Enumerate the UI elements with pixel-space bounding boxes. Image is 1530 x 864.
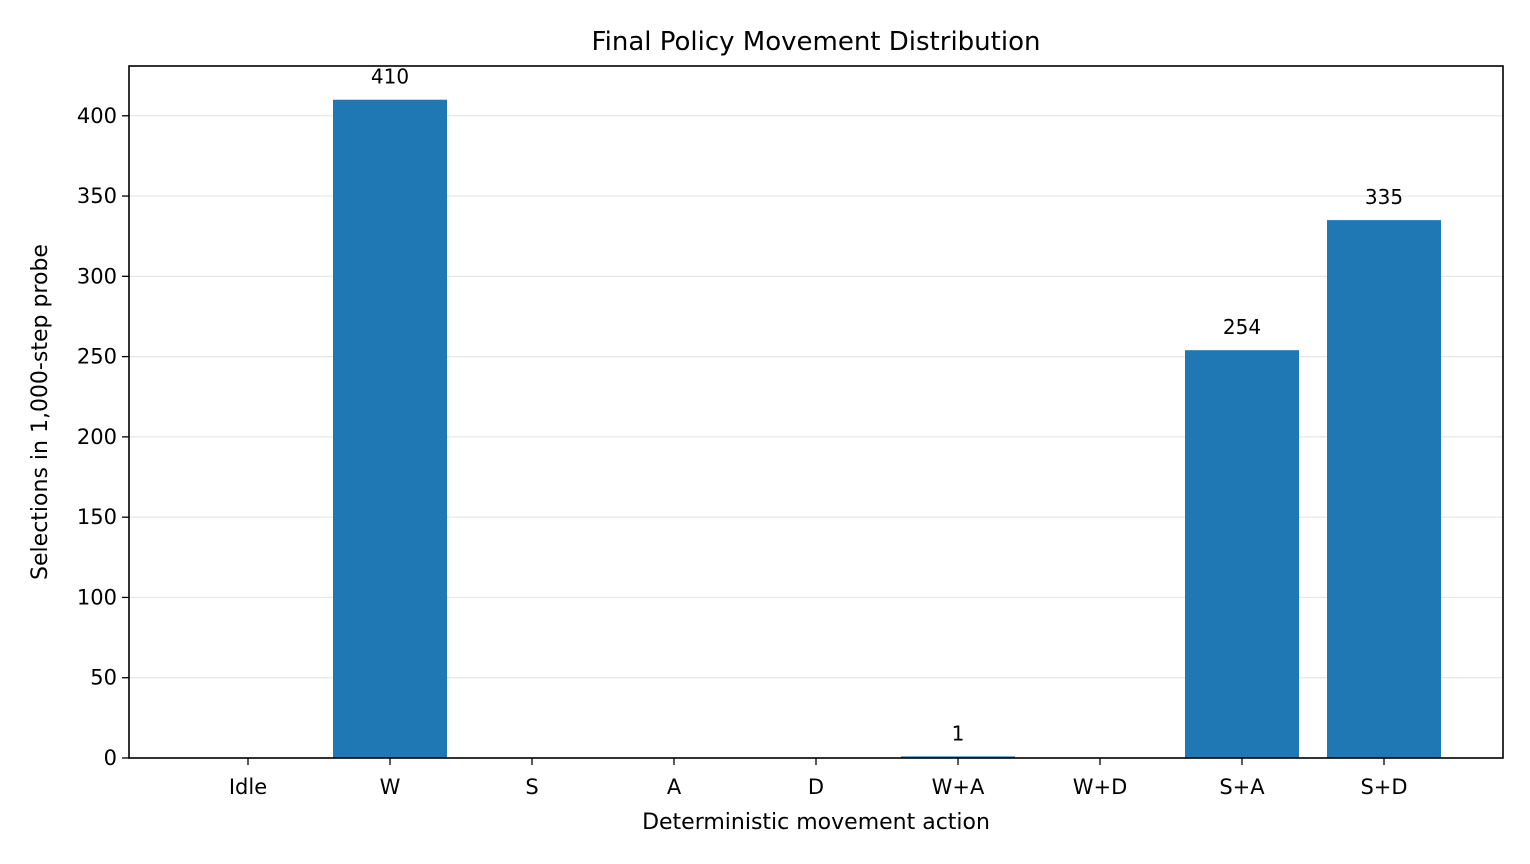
y-tick-label: 350 xyxy=(77,184,117,208)
bar-w-plus-a xyxy=(901,756,1015,758)
y-tick-label: 0 xyxy=(104,746,117,770)
bar-w xyxy=(333,99,447,759)
bar-s-plus-d xyxy=(1327,220,1441,758)
x-axis-label: Deterministic movement action xyxy=(642,810,990,835)
data-label: 410 xyxy=(371,65,409,89)
y-tick-label: 300 xyxy=(77,264,117,288)
data-label: 1 xyxy=(952,721,965,745)
plot-frame xyxy=(128,65,1504,759)
y-tick-label: 100 xyxy=(77,585,117,609)
data-label: 335 xyxy=(1365,185,1403,209)
bar-s-plus-a xyxy=(1185,350,1299,758)
data-labels: 410 1 254 335 xyxy=(371,65,1403,746)
y-tick-label: 50 xyxy=(90,666,117,690)
data-label: 254 xyxy=(1223,315,1261,339)
y-axis: 0 50 100 150 200 250 300 350 400 xyxy=(77,104,129,770)
chart-title: Final Policy Movement Distribution xyxy=(592,27,1041,57)
bars xyxy=(333,99,1441,759)
x-tick-label: W+D xyxy=(1073,775,1128,799)
y-tick-label: 250 xyxy=(77,345,117,369)
x-tick-label: D xyxy=(808,775,824,799)
x-tick-label: S+D xyxy=(1360,775,1407,799)
y-tick-label: 150 xyxy=(77,505,117,529)
x-tick-label: S xyxy=(525,775,538,799)
x-tick-label: W+A xyxy=(932,775,985,799)
y-tick-label: 200 xyxy=(77,425,117,449)
x-tick-label: Idle xyxy=(229,775,267,799)
x-tick-label: W xyxy=(380,775,401,799)
x-tick-label: A xyxy=(667,775,682,799)
y-tick-label: 400 xyxy=(77,104,117,128)
y-axis-label: Selections in 1,000-step probe xyxy=(28,244,53,580)
x-axis: Idle W S A D W+A W+D S+A S+D xyxy=(229,758,1408,799)
x-tick-label: S+A xyxy=(1219,775,1265,799)
